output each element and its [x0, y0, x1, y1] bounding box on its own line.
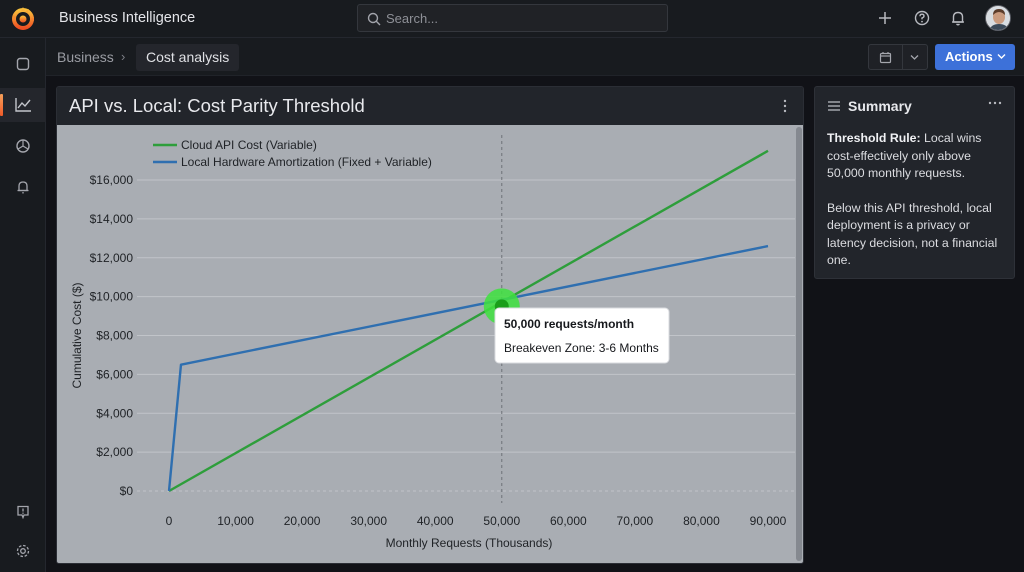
feedback-icon [17, 505, 29, 520]
search-input[interactable] [386, 8, 656, 28]
app-title: Business Intelligence [59, 10, 196, 26]
x-tick-label: 40,000 [417, 514, 454, 528]
chevron-down-icon [910, 55, 919, 60]
threshold-rule: Threshold Rule: Local wins cost-effectiv… [827, 130, 1009, 183]
panel-title: API vs. Local: Cost Parity Threshold [69, 95, 365, 116]
y-tick-label: $16,000 [90, 173, 134, 187]
top-bar: Business Intelligence [0, 0, 1024, 38]
time-picker-button[interactable] [868, 44, 928, 70]
plus-icon[interactable] [876, 9, 894, 27]
breadcrumb-separator: › [121, 49, 126, 64]
x-tick-label: 0 [166, 514, 173, 528]
rule-label: Threshold Rule: [827, 131, 921, 145]
breadcrumb-current[interactable]: Cost analysis [136, 44, 240, 71]
legend-label: Cloud API Cost (Variable) [181, 138, 317, 152]
dashboard-header: Business › Cost analysis Actions [46, 38, 1024, 76]
breadcrumb-parent[interactable]: Business [57, 49, 114, 65]
bell-icon[interactable] [949, 9, 967, 27]
y-tick-label: $4,000 [96, 406, 133, 420]
sidebar-item-alerts[interactable] [0, 170, 46, 204]
tooltip-text: Breakeven Zone: 3-6 Months [504, 341, 659, 355]
tooltip-box [494, 307, 670, 364]
sidebar-item-dashboards[interactable] [0, 88, 46, 122]
sidebar-item-explore[interactable] [0, 129, 46, 163]
x-tick-label: 90,000 [750, 514, 787, 528]
alerts-icon [17, 181, 29, 194]
y-tick-label: $6,000 [96, 367, 133, 381]
calendar-icon [879, 52, 892, 64]
chart-icon [15, 98, 31, 112]
x-tick-label: 50,000 [483, 514, 520, 528]
summary-note: Below this API threshold, local deployme… [827, 200, 998, 268]
search-icon [367, 12, 381, 26]
summary-title: Summary [848, 98, 912, 114]
search-box[interactable] [357, 4, 668, 32]
actions-label: Actions [945, 49, 993, 64]
settings-icon [16, 544, 30, 558]
chevron-down-icon [997, 54, 1006, 59]
list-icon [828, 101, 840, 111]
avatar[interactable] [985, 5, 1011, 31]
x-tick-label: 20,000 [284, 514, 321, 528]
actions-button[interactable]: Actions [935, 44, 1015, 70]
y-tick-label: $12,000 [90, 251, 134, 265]
y-tick-label: $0 [120, 484, 134, 498]
series-line-cloud-api [168, 149, 769, 493]
y-tick-label: $14,000 [90, 212, 134, 226]
breakeven-tooltip: 50,000 requests/month Breakeven Zone: 3-6… [494, 307, 670, 364]
line-chart: $0 $2,000 $4,000 $6,000 $8,000 $10,000 $12,000… [70, 135, 795, 550]
home-icon [16, 57, 30, 71]
more-icon[interactable] [987, 98, 1003, 108]
summary-panel: Summary Threshold Rule: Local wins cost-… [814, 86, 1015, 279]
panel-menu-icon[interactable] [777, 97, 793, 115]
y-tick-label: $10,000 [90, 290, 134, 304]
chart-panel: API vs. Local: Cost Parity Threshold $0 $… [56, 86, 804, 564]
x-tick-label: 60,000 [550, 514, 587, 528]
sidebar-item-home[interactable] [0, 47, 46, 81]
help-icon[interactable] [913, 9, 931, 27]
x-tick-label: 10,000 [217, 514, 254, 528]
rule-text: Local wins cost-effectively only above 5… [827, 131, 982, 180]
y-tick-label: $2,000 [96, 445, 133, 459]
x-tick-label: 30,000 [350, 514, 387, 528]
explore-icon [16, 139, 30, 153]
sidebar-item-settings[interactable] [0, 534, 46, 568]
x-axis-label: Monthly Requests (Thousands) [386, 536, 553, 550]
x-tick-label: 70,000 [617, 514, 654, 528]
tooltip-title: 50,000 requests/month [504, 317, 634, 331]
sidebar [0, 38, 46, 572]
grafana-logo[interactable] [10, 6, 36, 32]
series-line-local-hardware [167, 244, 769, 492]
x-tick-label: 80,000 [683, 514, 720, 528]
legend-label: Local Hardware Amortization (Fixed + Var… [181, 155, 432, 169]
panel-header: API vs. Local: Cost Parity Threshold [57, 87, 803, 125]
y-axis-label: Cumulative Cost ($) [70, 282, 84, 388]
y-tick-label: $8,000 [96, 329, 133, 343]
summary-body: Threshold Rule: Local wins cost-effectiv… [827, 130, 1009, 287]
panel-scrollbar[interactable] [796, 127, 802, 561]
sidebar-item-feedback[interactable] [0, 495, 46, 529]
